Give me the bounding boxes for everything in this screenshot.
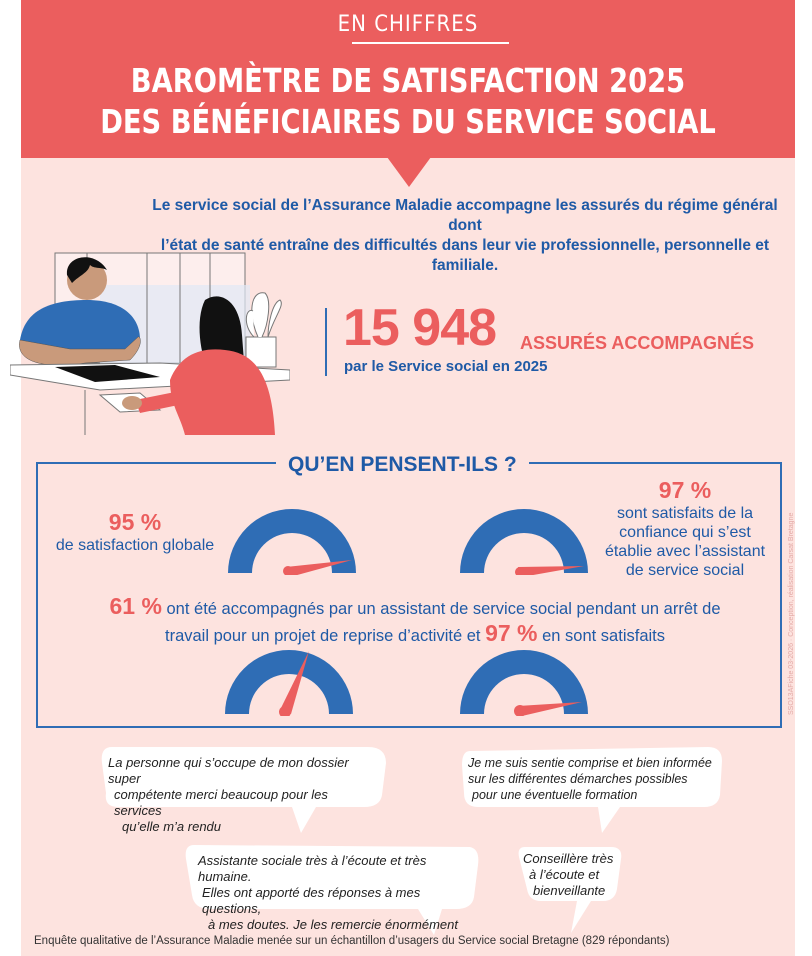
- title-line-1: BAROMÈTRE DE SATISFACTION 2025: [130, 61, 686, 100]
- quote-line: bienveillante: [533, 883, 606, 898]
- kicker-underline: [352, 42, 509, 44]
- stat2-label-line: sont satisfaits de la: [616, 505, 754, 522]
- gauge-61-icon: [225, 650, 353, 716]
- stat2-value: 97 %: [658, 477, 712, 503]
- header-pointer: [387, 157, 431, 187]
- speech-bubble-icon: [101, 747, 386, 833]
- stat2-label-line: confiance qui s’est: [619, 524, 751, 541]
- stat3-text-c: en sont satisfaits: [537, 627, 665, 645]
- quote-line: compétente merci beaucoup pour les servi…: [114, 787, 328, 818]
- gauge-97-icon: [460, 509, 588, 575]
- intro-line-2: l’état de santé entraîne des difficultés…: [160, 237, 770, 274]
- quote-bubble-2: Je me suis sentie comprise et bien infor…: [458, 745, 738, 835]
- stat1-label: de satisfaction globale: [55, 537, 215, 554]
- quote-line: Je me suis sentie comprise et bien infor…: [468, 756, 712, 770]
- intro-line-1: Le service social de l’Assurance Maladie…: [152, 197, 778, 234]
- stat-trust-satisfaction: 97 % sont satisfaits de la confiance qui…: [590, 476, 780, 580]
- quote-bubble-1: La personne qui s’occupe de mon dossier …: [98, 745, 398, 835]
- key-figure-sub: par le Service social en 2025: [344, 358, 548, 375]
- stat3-value-a: 61 %: [109, 593, 162, 619]
- key-figure-number: 15 948: [343, 299, 497, 357]
- footer-note: Enquête qualitative de l’Assurance Malad…: [34, 935, 670, 947]
- key-figure-bar: [325, 308, 327, 376]
- stat-global-satisfaction: 95 % de satisfaction globale: [40, 508, 230, 556]
- stat-return-to-work: 61 % ont été accompagnés par un assistan…: [60, 594, 770, 648]
- speech-bubble-icon: [518, 847, 622, 933]
- title-line-2: DES BÉNÉFICIAIRES DU SERVICE SOCIAL: [100, 102, 716, 141]
- quote-bubble-4: Conseillère très à l’écoute et bienveill…: [515, 845, 625, 937]
- intro-text: Le service social de l’Assurance Maladie…: [150, 196, 780, 276]
- quote-line: à l’écoute et: [529, 867, 600, 882]
- stat3-text-a: ont été accompagnés par un assistant de …: [161, 600, 721, 618]
- quote-text: Conseillère très à l’écoute et bienveill…: [523, 851, 623, 899]
- page-title: BAROMÈTRE DE SATISFACTION 2025 DES BÉNÉF…: [52, 60, 764, 142]
- quote-text: Assistante sociale très à l’écoute et tr…: [198, 853, 478, 933]
- credit-text: SSO13AFiche 03-2026 · Conception, réalis…: [788, 512, 795, 715]
- key-figure-label: ASSURÉS ACCOMPAGNÉS: [520, 333, 755, 353]
- header-banner: EN CHIFFRES BAROMÈTRE DE SATISFACTION 20…: [21, 0, 795, 158]
- gauge-97b-icon: [460, 650, 588, 716]
- gauge-95-icon: [228, 509, 356, 575]
- quote-line: à mes doutes. Je les remercie énormément: [208, 917, 458, 932]
- stat2-label-line: établie avec l’assistant: [604, 543, 766, 560]
- quote-line: pour une éventuelle formation: [472, 788, 638, 802]
- survey-title: QU’EN PENSENT-ILS ?: [276, 452, 529, 478]
- stat2-label-line: de service social: [625, 562, 745, 579]
- quote-line: sur les différentes démarches possibles: [468, 772, 688, 786]
- quote-line: La personne qui s’occupe de mon dossier …: [108, 755, 349, 786]
- quote-line: Conseillère très: [523, 851, 614, 866]
- speech-bubble-icon: [185, 845, 479, 935]
- quote-bubble-3: Assistante sociale très à l’écoute et tr…: [180, 843, 480, 935]
- quote-line: Assistante sociale très à l’écoute et tr…: [198, 853, 427, 884]
- quote-line: qu’elle m’a rendu: [122, 819, 222, 834]
- speech-bubble-icon: [462, 747, 722, 833]
- quote-text: Je me suis sentie comprise et bien infor…: [468, 755, 718, 803]
- stat1-value: 95 %: [108, 509, 162, 535]
- quote-text: La personne qui s’occupe de mon dossier …: [108, 755, 378, 835]
- quote-line: Elles ont apporté des réponses à mes que…: [202, 885, 421, 916]
- stat3-value-b: 97 %: [485, 620, 538, 646]
- consultation-illustration-icon: [10, 252, 290, 435]
- stat3-text-b: travail pour un projet de reprise d’acti…: [164, 627, 486, 645]
- kicker: EN CHIFFRES: [337, 12, 479, 37]
